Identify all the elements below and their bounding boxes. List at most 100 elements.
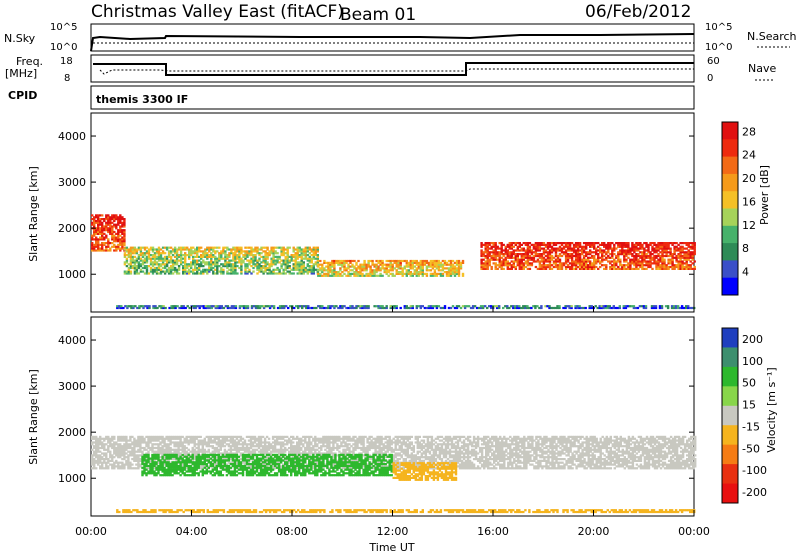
- sky-left-label: N.Sky: [4, 32, 36, 45]
- heatmap-cell: [487, 268, 489, 270]
- heatmap-cell: [605, 268, 607, 270]
- heatmap-cell: [101, 233, 103, 235]
- heatmap-cell: [119, 454, 121, 456]
- heatmap-cell: [503, 253, 505, 255]
- heatmap-cell: [562, 307, 564, 309]
- heatmap-cell: [121, 462, 123, 464]
- heatmap-cell: [651, 268, 653, 270]
- heatmap-cell: [462, 273, 464, 275]
- heatmap-cell: [694, 246, 696, 248]
- heatmap-cell: [623, 246, 625, 248]
- heatmap-cell: [643, 255, 645, 257]
- heatmap-cell: [247, 305, 249, 307]
- colorbar-swatch: [722, 278, 738, 296]
- heatmap-cell: [593, 268, 595, 270]
- heatmap-cell: [513, 246, 515, 248]
- heatmap-cell: [462, 275, 464, 277]
- heatmap-cell: [224, 445, 226, 447]
- heatmap-cell: [663, 262, 665, 264]
- heatmap-cell: [426, 275, 428, 277]
- heatmap-cell: [198, 267, 200, 269]
- heatmap-cell: [113, 436, 115, 438]
- heatmap-cell: [260, 267, 262, 269]
- heatmap-cell: [180, 260, 182, 262]
- heatmap-cell: [458, 269, 460, 271]
- heatmap-cell: [200, 451, 202, 453]
- heatmap-cell: [643, 264, 645, 266]
- heatmap-cell: [361, 269, 363, 271]
- sky-right-tick-bottom: 10^0: [705, 42, 732, 53]
- heatmap-cell: [260, 438, 262, 440]
- colorbar-swatch: [722, 260, 738, 278]
- heatmap-cell: [320, 445, 322, 447]
- heatmap-cell: [280, 247, 282, 249]
- sky-left-tick-bottom: 10^0: [50, 42, 77, 53]
- heatmap-cell: [667, 305, 669, 307]
- heatmap-cell: [543, 249, 545, 251]
- heatmap-cell: [442, 307, 444, 309]
- heatmap-cell: [140, 260, 142, 262]
- heatmap-cell: [489, 262, 491, 264]
- heatmap-cell: [276, 252, 278, 254]
- heatmap-cell: [655, 305, 657, 307]
- heatmap-cell: [503, 244, 505, 246]
- heatmap-cell: [575, 268, 577, 270]
- heatmap-cell: [202, 445, 204, 447]
- heatmap-cell: [161, 436, 163, 438]
- heatmap-cell: [507, 260, 509, 262]
- heatmap-cell: [204, 449, 206, 451]
- power-colorbar-label: Power [dB]: [758, 165, 771, 225]
- sky-left-tick-top: 10^5: [50, 22, 77, 33]
- heatmap-cell: [671, 259, 673, 261]
- heatmap-cell: [310, 441, 312, 443]
- heatmap-cell: [131, 464, 133, 466]
- heatmap-cell: [645, 268, 647, 270]
- heatmap-cell: [607, 249, 609, 251]
- heatmap-cell: [367, 262, 369, 264]
- heatmap-cell: [333, 266, 335, 268]
- heatmap-cell: [491, 266, 493, 268]
- colorbar-tick-label: 12: [742, 219, 756, 232]
- heatmap-cell: [126, 260, 128, 262]
- heatmap-cell: [683, 248, 685, 250]
- heatmap-cell: [101, 456, 103, 458]
- heatmap-cell: [599, 248, 601, 250]
- heatmap-cell: [180, 305, 182, 307]
- heatmap-cell: [280, 250, 282, 252]
- heatmap-cell: [647, 246, 649, 248]
- heatmap-cell: [113, 231, 115, 233]
- heatmap-cell: [139, 445, 141, 447]
- heatmap-cell: [115, 214, 117, 216]
- sky-right-label: N.Search: [747, 30, 797, 43]
- heatmap-cell: [240, 452, 242, 454]
- heatmap-cell: [498, 305, 500, 307]
- colorbar-swatch: [722, 243, 738, 261]
- heatmap-cell: [683, 242, 685, 244]
- heatmap-cell: [613, 253, 615, 255]
- heatmap-cell: [139, 441, 141, 443]
- heatmap-cell: [623, 268, 625, 270]
- heatmap-cell: [361, 275, 363, 277]
- heatmap-cell: [95, 467, 97, 469]
- heatmap-cell: [113, 438, 115, 440]
- heatmap-cell: [371, 260, 373, 262]
- heatmap-cell: [206, 272, 208, 274]
- heatmap-cell: [260, 436, 262, 438]
- heatmap-cell: [460, 266, 462, 268]
- heatmap-cell: [280, 267, 282, 269]
- heatmap-cell: [402, 269, 404, 271]
- heatmap-cell: [208, 449, 210, 451]
- heatmap-cell: [280, 254, 282, 256]
- heatmap-cell: [224, 250, 226, 252]
- heatmap-cell: [583, 262, 585, 264]
- heatmap-cell: [321, 269, 323, 271]
- heatmap-cell: [138, 272, 140, 274]
- heatmap-cell: [363, 260, 365, 262]
- heatmap-cell: [611, 255, 613, 257]
- heatmap-cell: [615, 262, 617, 264]
- heatmap-cell: [579, 242, 581, 244]
- heatmap-cell: [240, 443, 242, 445]
- heatmap-cell: [123, 237, 125, 239]
- heatmap-cell: [178, 272, 180, 274]
- heatmap-cell: [121, 246, 123, 248]
